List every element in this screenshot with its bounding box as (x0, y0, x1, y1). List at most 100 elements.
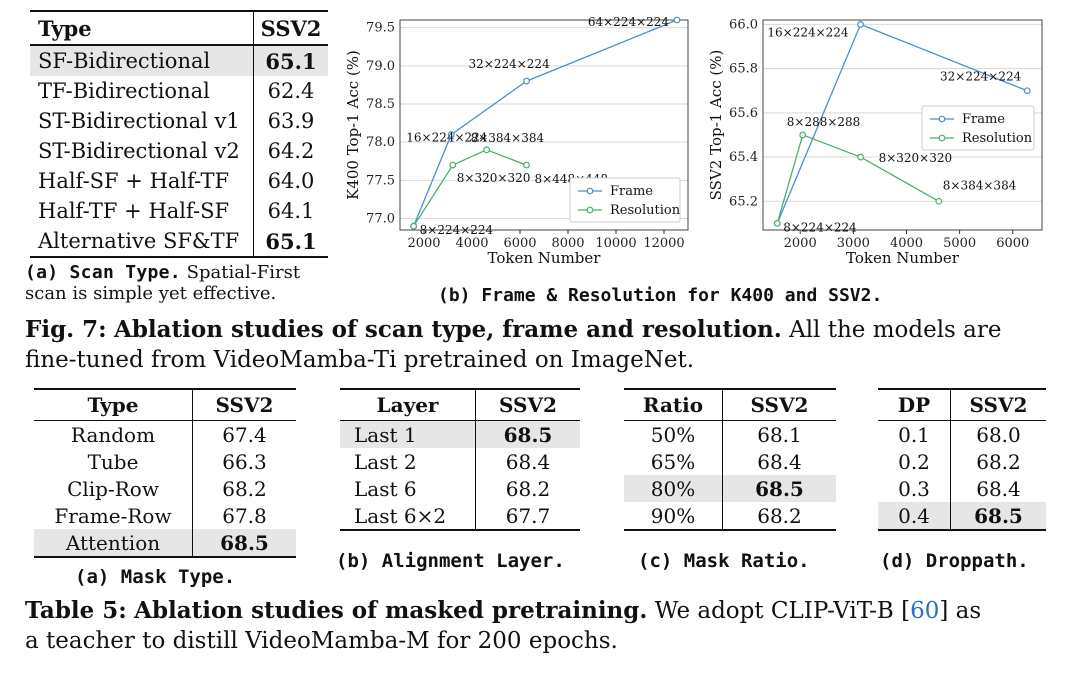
data-point (483, 146, 490, 154)
figure-text: All the models are (789, 317, 1002, 343)
figure-title: Ablation studies of scan type, frame and… (113, 316, 782, 343)
row-type: Alternative SF&TF (30, 226, 254, 258)
figure-text: fine-tuned from VideoMamba-Ti pretrained… (25, 347, 695, 373)
series-line-frame (413, 19, 678, 227)
row-type: Half-TF + Half-SF (30, 196, 254, 226)
table-row: ST-Bidirectional v2 64.2 (30, 136, 328, 166)
table-text: a teacher to distill VideoMamba-M for 20… (25, 628, 618, 654)
table-row: Half-TF + Half-SF 64.1 (30, 196, 328, 226)
data-point (857, 153, 864, 161)
row-key: 65% (624, 448, 723, 475)
table-row: Random 67.4 (34, 420, 296, 448)
x-tick-label: 10000 (595, 236, 636, 251)
row-key: Clip-Row (34, 475, 193, 502)
table-row: Clip-Row 68.2 (34, 475, 296, 502)
x-tick-label: 3000 (837, 236, 870, 251)
row-key: Last 1 (340, 420, 476, 448)
row-value: 68.2 (976, 449, 1021, 474)
y-tick-label: 65.4 (729, 150, 758, 165)
row-value: 68.4 (976, 476, 1021, 501)
row-value: 68.4 (757, 449, 802, 474)
row-value: 67.8 (222, 503, 267, 528)
table-row: Last 1 68.5 (340, 420, 580, 448)
x-tick-label: 6000 (503, 236, 536, 251)
column-header-type: Type (34, 389, 193, 421)
alignment-layer-caption: (b) Alignment Layer. (336, 550, 565, 572)
table-5-caption: Table 5: Ablation studies of masked pret… (25, 596, 1065, 656)
y-tick-label: 66.0 (729, 17, 758, 32)
y-tick-label: 77.0 (366, 212, 395, 227)
row-key: Random (34, 420, 193, 448)
droppath-caption: (d) Droppath. (880, 550, 1029, 572)
frame-resolution-caption: (b) Frame & Resolution for K400 and SSV2… (438, 285, 883, 306)
citation-link[interactable]: 60 (910, 598, 940, 624)
scan-type-table: Type SSV2 SF-Bidirectional 65.1 TF-Bidir… (30, 10, 328, 258)
table-text: We adopt CLIP-ViT-B [ (654, 598, 911, 624)
mask-type-caption: (a) Mask Type. (75, 566, 236, 588)
x-axis-label: Token Number (488, 249, 602, 267)
droppath-table: DP SSV2 0.1 68.0 0.2 68.2 0.3 68.4 0.4 68.5 (878, 388, 1046, 531)
table-row: 0.3 68.4 (878, 475, 1046, 502)
row-value: 65.1 (253, 226, 328, 258)
table-text: ] as (939, 598, 982, 624)
data-point (773, 219, 781, 227)
y-tick-label: 79.5 (366, 21, 395, 36)
legend (921, 105, 1035, 151)
table-row: Tube 66.3 (34, 448, 296, 475)
data-label: 8×320×320 (879, 151, 953, 165)
x-tick-label: 2000 (407, 236, 440, 251)
row-type: Half-SF + Half-TF (30, 166, 254, 196)
x-tick-label: 5000 (943, 236, 976, 251)
data-point (1023, 87, 1031, 95)
row-key: 0.3 (878, 475, 951, 502)
data-point (935, 197, 943, 205)
y-tick-label: 65.6 (729, 106, 758, 121)
legend-marker (938, 134, 946, 142)
row-value: 67.4 (222, 422, 267, 447)
series-line-resolution (413, 149, 527, 227)
data-point (523, 77, 530, 85)
legend (569, 177, 681, 223)
plot-frame (399, 19, 689, 231)
row-value: 68.5 (974, 503, 1023, 528)
y-tick-label: 65.8 (729, 62, 758, 77)
data-point (449, 161, 457, 169)
k400-chart: 77.0 77.5 78.0 78.5 79.0 79.5 2000 4000 6000 8000… (344, 15, 689, 267)
y-tick-label: 77.5 (366, 173, 395, 188)
row-type: TF-Bidirectional (30, 76, 254, 106)
row-key: 90% (624, 502, 723, 530)
mask-ratio-table: Ratio SSV2 50% 68.1 65% 68.4 80% 68.5 90% 68… (624, 388, 836, 531)
table-row: TF-Bidirectional 62.4 (30, 76, 328, 106)
series-line-resolution (776, 134, 940, 224)
data-label: 64×224×224 (588, 15, 670, 29)
table-row: Attention 68.5 (34, 529, 296, 557)
data-label: 8×224×224 (420, 223, 494, 237)
data-label: 8×288×288 (787, 115, 861, 129)
table-row: Last 2 68.4 (340, 448, 580, 475)
data-point (673, 16, 681, 24)
table-row: 0.4 68.5 (878, 502, 1046, 530)
row-type: ST-Bidirectional v2 (30, 136, 254, 166)
table-row: Alternative SF&TF 65.1 (30, 226, 328, 258)
row-key: Last 6×2 (340, 502, 476, 530)
table-row: SF-Bidirectional 65.1 (30, 45, 328, 76)
data-point (857, 21, 864, 28)
x-tick-label: 4000 (455, 236, 488, 251)
row-value: 64.1 (267, 199, 315, 223)
caption-text: scan is simple yet effective. (25, 283, 277, 304)
table-header-row: Layer SSV2 (340, 389, 580, 421)
y-tick-label: 78.5 (366, 97, 395, 112)
row-key: Last 6 (340, 475, 476, 502)
table-header-row: Type SSV2 (30, 10, 328, 46)
row-value: 68.4 (505, 449, 551, 474)
table-row: 0.1 68.0 (878, 420, 1046, 448)
table-row: 65% 68.4 (624, 448, 836, 475)
row-value: 68.2 (505, 476, 551, 501)
row-type: SF-Bidirectional (30, 45, 254, 76)
x-tick-label: 4000 (890, 236, 923, 251)
row-key: 50% (624, 420, 723, 448)
legend-label: Resolution (610, 203, 681, 218)
row-key: 0.2 (878, 448, 951, 475)
table-header-row: DP SSV2 (878, 389, 1046, 421)
scan-type-caption: (a) Scan Type. Spatial-First scan is sim… (25, 262, 345, 304)
